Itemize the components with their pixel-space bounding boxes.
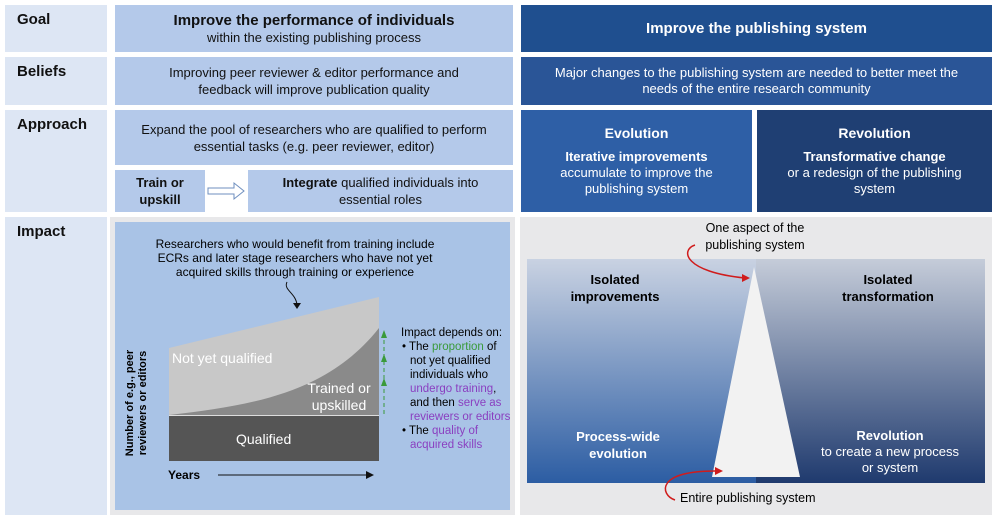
beliefs-right: Major changes to the publishing system a… <box>521 57 992 105</box>
goal-left-title: Improve the performance of individuals <box>173 11 455 29</box>
integrate-box: Integrate qualified individuals into ess… <box>248 170 513 212</box>
row-label-impact: Impact <box>5 217 107 515</box>
revolution-new-process: Revolution to create a new process or sys… <box>820 428 960 475</box>
revolution-area <box>756 259 985 483</box>
isolated-transformation: Isolated transformation <box>842 272 934 304</box>
goal-left: Improve the performance of individuals w… <box>115 5 513 52</box>
training-note: Researchers who would benefit from train… <box>155 237 435 279</box>
approach-left: Expand the pool of researchers who are q… <box>115 110 513 165</box>
one-aspect-label: One aspect of the publishing system <box>705 221 805 252</box>
trained-label: Trained or upskilled <box>307 380 371 413</box>
x-axis-label: Years <box>168 468 201 482</box>
evolution-area <box>527 259 756 483</box>
impact-depends: Impact depends on: • The proportion of n… <box>401 327 511 451</box>
isolated-improvements: Isolated improvements <box>570 272 660 304</box>
train-box: Train or upskill <box>115 170 205 212</box>
entire-system-label: Entire publishing system <box>680 491 816 505</box>
process-wide-evolution: Process-wide evolution <box>576 429 660 461</box>
row-label-goal: Goal <box>5 5 107 52</box>
scope-triangle <box>712 267 800 477</box>
evolution-box: Evolution Iterative improvements accumul… <box>521 110 752 212</box>
revolution-box: Revolution Transformative change or a re… <box>757 110 992 212</box>
qualified-area <box>169 416 379 461</box>
not-yet-label: Not yet qualified <box>172 350 273 366</box>
row-label-beliefs: Beliefs <box>5 57 107 105</box>
note-arrow <box>285 281 298 306</box>
row-label-approach: Approach <box>5 110 107 212</box>
qualified-label: Qualified <box>236 431 292 447</box>
goal-left-sub: within the existing publishing process <box>207 29 421 45</box>
trained-area <box>169 328 379 415</box>
beliefs-left: Improving peer reviewer & editor perform… <box>115 57 513 105</box>
goal-right: Improve the publishing system <box>521 5 992 52</box>
